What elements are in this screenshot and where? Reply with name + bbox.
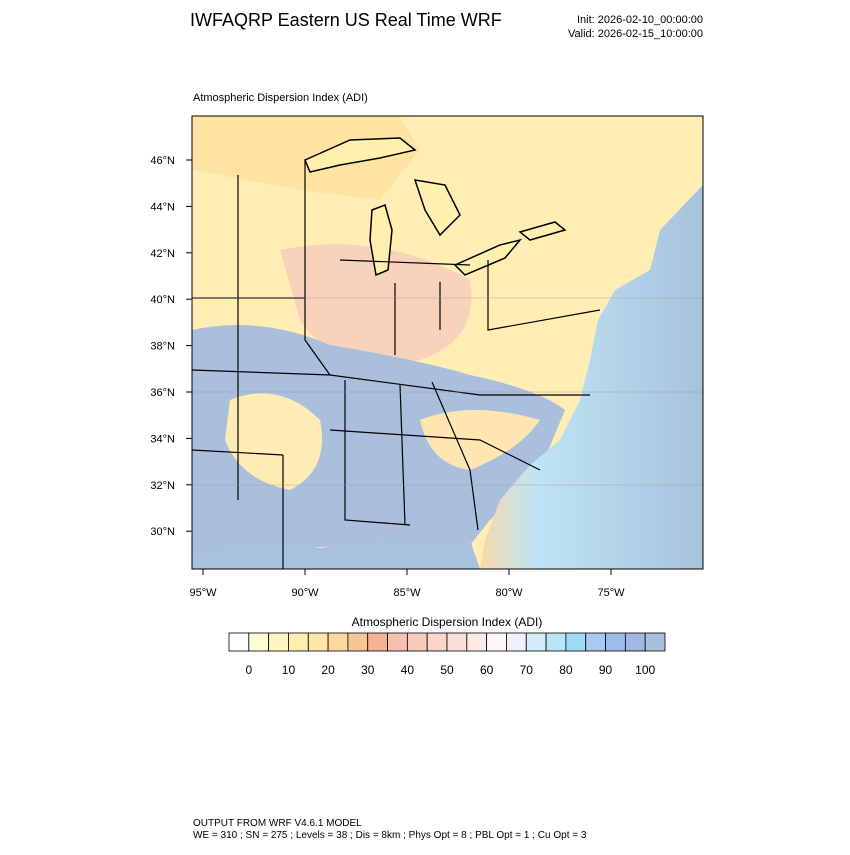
- colorbar-box: [525, 632, 547, 652]
- colorbar-box: [387, 632, 408, 652]
- colorbar-box: [327, 632, 349, 652]
- lon-label: 75°W: [597, 587, 625, 599]
- yellow-patch: [225, 393, 322, 490]
- lake-michigan: [369, 204, 393, 277]
- colorbar-box: [288, 632, 309, 652]
- lon-label: 85°W: [393, 587, 421, 599]
- colorbar-box: [565, 632, 587, 652]
- colorbar-box: [367, 632, 388, 652]
- colorbar-box: [406, 632, 428, 652]
- north-land: [192, 116, 420, 200]
- colorbar-box: [446, 632, 468, 652]
- lon-label: 90°W: [291, 587, 319, 599]
- map-labels: 46°N 44°N 42°N 40°N 38°N 36°N 34°N 32°N 30°N 95°W…: [150, 155, 625, 599]
- colorbar-tick-label: 40: [401, 663, 415, 677]
- colorbar-box: [248, 632, 270, 652]
- colorbar-tick-label: 60: [480, 663, 494, 677]
- init-time: Init: 2026-02-10_00:00:00: [577, 14, 703, 26]
- colorbar-tick-label: 20: [321, 663, 335, 677]
- lat-label: 44°N: [150, 201, 175, 213]
- colorbar-box: [307, 632, 329, 652]
- lat-label: 34°N: [150, 433, 175, 445]
- valid-time: Valid: 2026-02-15_10:00:00: [568, 28, 703, 40]
- colorbar-tick-label: 10: [282, 663, 296, 677]
- colorbar-box: [545, 632, 567, 652]
- lat-label: 36°N: [150, 387, 175, 399]
- colorbar-tick-label: 50: [440, 663, 454, 677]
- colorbar-box: [585, 632, 606, 652]
- colorbar-box: [506, 632, 527, 652]
- colorbar-box: [605, 632, 626, 652]
- colorbar-tick-label: 90: [599, 663, 613, 677]
- map-title: Atmospheric Dispersion Index (ADI): [193, 92, 368, 104]
- map: [192, 116, 703, 569]
- lat-label: 38°N: [150, 341, 175, 353]
- state-borders: [192, 160, 703, 569]
- colorbar-tick-label: 70: [520, 663, 534, 677]
- lake-erie: [453, 238, 523, 276]
- colorbar-box: [426, 632, 448, 652]
- lake-ontario: [518, 221, 567, 241]
- colorbar-tick-label: 30: [361, 663, 375, 677]
- lat-label: 40°N: [150, 294, 175, 306]
- footer-line: OUTPUT FROM WRF V4.6.1 MODEL: [193, 818, 362, 829]
- gulf-of-mexico: [192, 540, 480, 569]
- colorbar-box: [466, 632, 488, 652]
- lat-label: 46°N: [150, 155, 175, 167]
- colorbar-tick-label: 80: [559, 663, 573, 677]
- blue-region: [192, 325, 565, 560]
- colorbar-box: [644, 632, 666, 652]
- colorbar-box: [228, 632, 250, 652]
- lat-label: 42°N: [150, 248, 175, 260]
- atlantic-ocean: [480, 185, 703, 569]
- colorbar-tick-label: 0: [245, 663, 252, 677]
- colorbar-tick-label: 100: [635, 663, 655, 677]
- colorbar-box: [268, 632, 289, 652]
- colorbar-title: Atmospheric Dispersion Index (ADI): [352, 615, 543, 629]
- great-lakes: [304, 137, 567, 277]
- colorbar-box: [347, 632, 369, 652]
- lon-label: 80°W: [495, 587, 523, 599]
- lat-label: 30°N: [150, 526, 175, 538]
- lat-label: 32°N: [150, 480, 175, 492]
- lon-label: 95°W: [189, 587, 217, 599]
- lake-huron: [413, 179, 461, 237]
- lake-superior: [304, 137, 417, 173]
- colorbar-box: [624, 632, 646, 652]
- map-frame: [191, 115, 704, 570]
- colorbar-box: [486, 632, 507, 652]
- pink-region: [280, 244, 472, 362]
- title: IWFAQRP Eastern US Real Time WRF: [190, 10, 502, 30]
- footer-line: WE = 310 ; SN = 275 ; Levels = 38 ; Dis …: [193, 830, 587, 841]
- colorbar: 0 10 20 30 40 50 60 70 80 90 100: [228, 632, 666, 677]
